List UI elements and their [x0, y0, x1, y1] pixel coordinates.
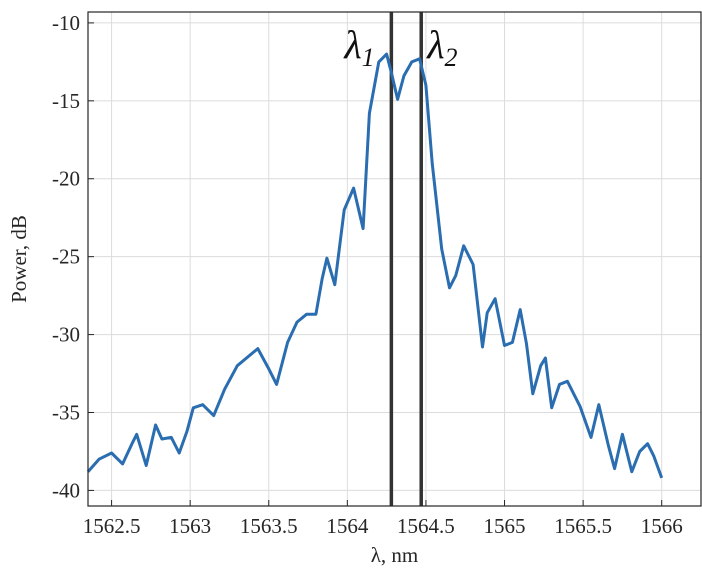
- grid-lines: [88, 12, 701, 506]
- x-tick-label: 1564: [326, 514, 369, 538]
- data-series: [86, 52, 664, 479]
- y-tick-label: -30: [52, 323, 80, 347]
- y-tick-label: -35: [52, 400, 80, 424]
- y-tick-label: -10: [52, 11, 80, 35]
- x-tick-label: 1566: [641, 514, 683, 538]
- y-tick-label: -15: [52, 89, 80, 113]
- wavelength-markers: [389, 12, 423, 506]
- y-tick-label: -40: [52, 478, 80, 502]
- x-tick-label: 1563.5: [240, 514, 298, 538]
- x-tick-label: 1565.5: [554, 514, 612, 538]
- axis-ticks: [88, 22, 663, 506]
- x-tick-label: 1565: [484, 514, 526, 538]
- y-tick-label: -25: [52, 245, 80, 269]
- axes-box: [87, 11, 702, 507]
- y-tick-label: -20: [52, 167, 80, 191]
- y-axis-title: Power, dB: [7, 215, 31, 303]
- axis-tick-labels: 1562.5 1563 1563.5 1564 1564.5 1565 1565.5 1566…: [52, 11, 683, 538]
- x-tick-label: 1564.5: [397, 514, 455, 538]
- wavelength-marker-label: λ1: [343, 22, 374, 72]
- x-tick-label: 1563: [169, 514, 211, 538]
- x-axis-title: λ, nm: [371, 543, 419, 567]
- spectrum-line: [86, 52, 664, 479]
- x-tick-label: 1562.5: [83, 514, 141, 538]
